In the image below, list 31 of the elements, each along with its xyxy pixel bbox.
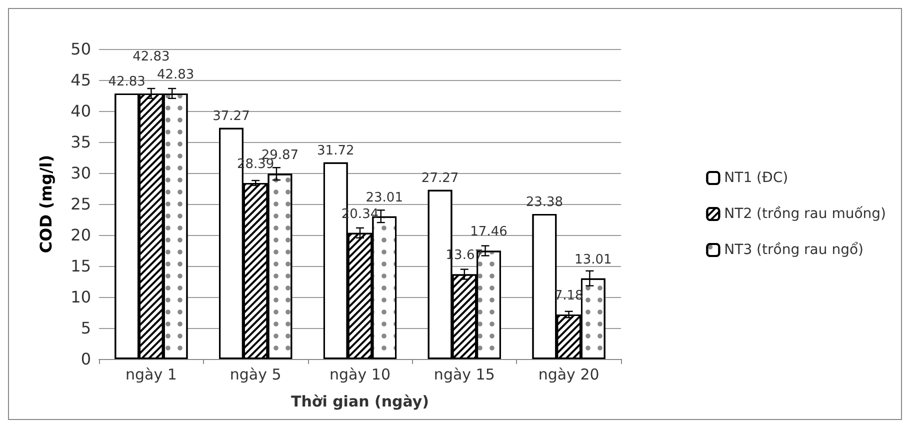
x-tick-label: ngày 10 bbox=[330, 366, 390, 384]
x-tick-label: ngày 15 bbox=[434, 366, 495, 384]
y-tick-label: 40 bbox=[70, 102, 91, 120]
x-tick-label: ngày 20 bbox=[538, 366, 600, 384]
y-tick-label: 5 bbox=[80, 318, 91, 338]
data-label: 42.83 bbox=[156, 67, 194, 82]
data-label: 17.46 bbox=[470, 224, 508, 240]
legend-label: NT1 (ĐC) bbox=[724, 170, 788, 186]
data-label: 23.01 bbox=[366, 190, 403, 206]
x-tick-label: ngày 5 bbox=[230, 366, 282, 384]
y-tick-label: 50 bbox=[70, 40, 91, 58]
data-label: 13.01 bbox=[574, 252, 612, 268]
data-label: 42.83 bbox=[132, 49, 170, 64]
y-tick-label: 25 bbox=[70, 194, 91, 214]
data-label: 42.83 bbox=[108, 74, 146, 90]
legend-label: NT2 (trồng rau muống) bbox=[724, 206, 886, 222]
data-label: 31.72 bbox=[317, 143, 354, 158]
legend-label: NT3 (trồng rau ngổ) bbox=[724, 241, 864, 258]
y-tick-label: 10 bbox=[70, 288, 91, 306]
x-tick-label: ngày 1 bbox=[125, 366, 177, 384]
x-axis-title: Thời gian (ngày) bbox=[290, 392, 430, 410]
data-label: 27.27 bbox=[421, 170, 459, 186]
y-tick-label: 15 bbox=[70, 256, 91, 276]
data-label: 37.27 bbox=[212, 108, 250, 124]
y-axis-title: COD (mg/l) bbox=[36, 154, 56, 254]
y-tick-label: 0 bbox=[80, 350, 91, 368]
data-label: 23.38 bbox=[526, 195, 564, 210]
y-tick-label: 20 bbox=[70, 226, 91, 244]
y-tick-label: 35 bbox=[70, 132, 91, 152]
y-tick-label: 30 bbox=[70, 164, 91, 182]
y-tick-label: 45 bbox=[70, 70, 91, 90]
